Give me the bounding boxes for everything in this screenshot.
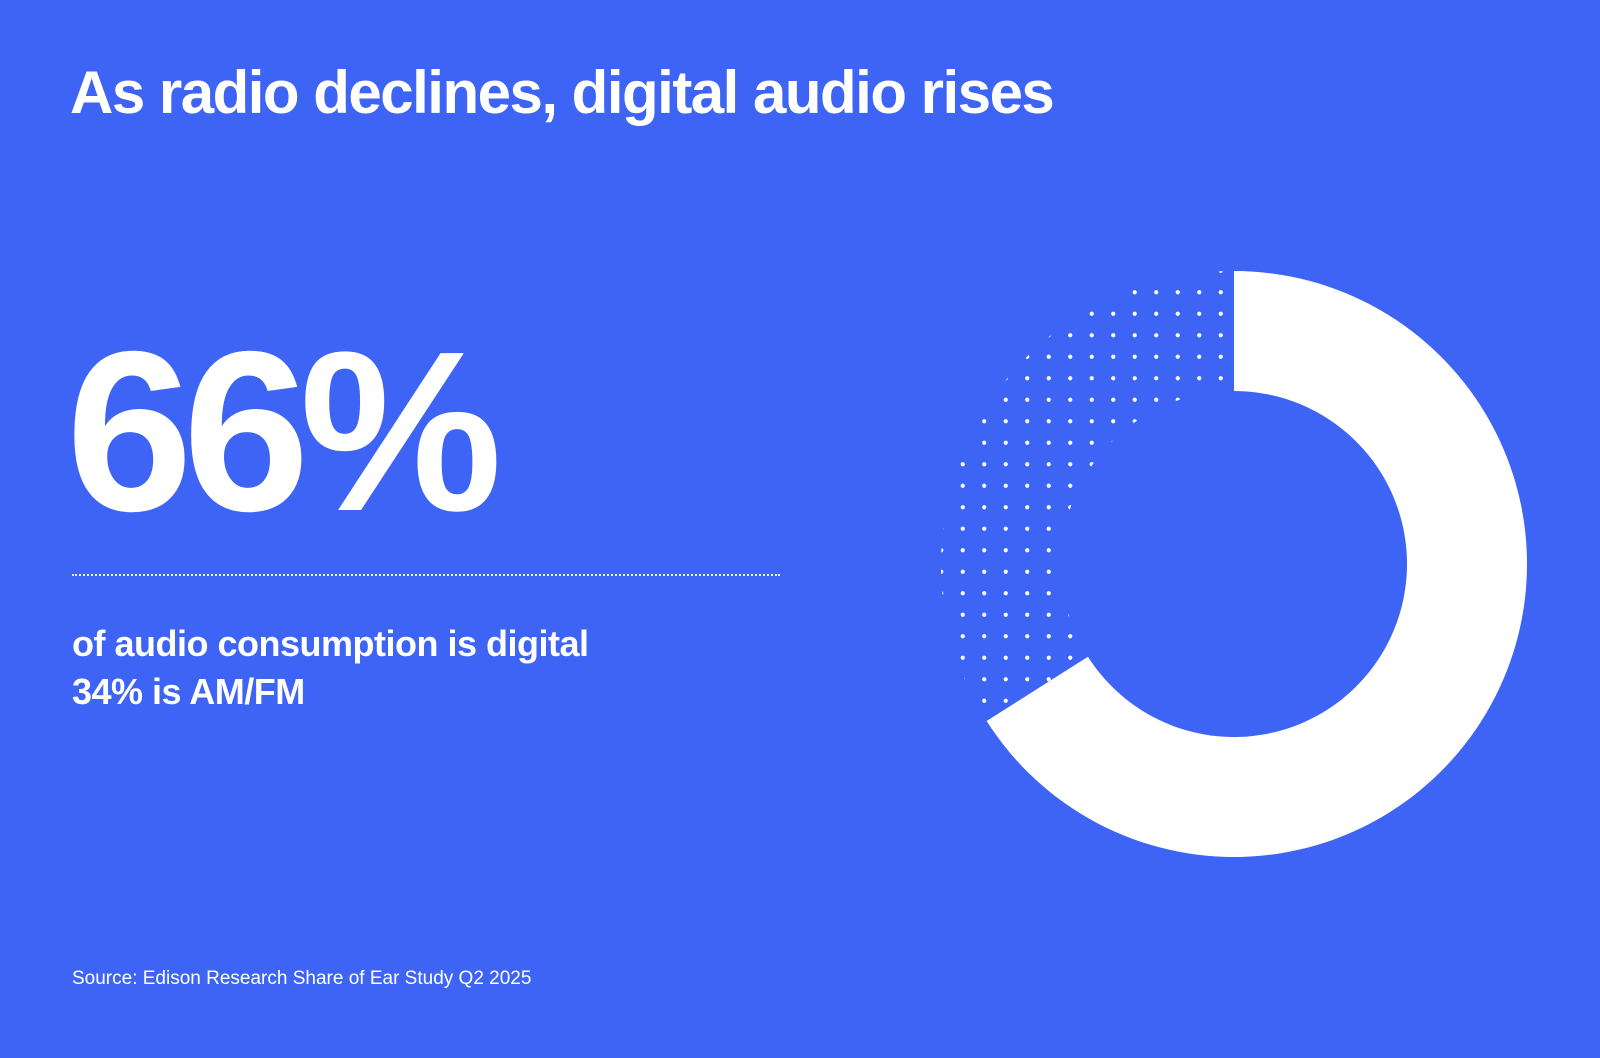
source-note: Source: Edison Research Share of Ear Stu… [72,968,532,989]
donut-slice-am-fm [941,271,1234,721]
stat-description-line-digital: of audio consumption is digital [72,623,589,664]
page-title: As radio declines, digital audio rises [70,59,1055,126]
stat-description-line-amfm: 34% is AM/FM [72,671,305,712]
stat-description: of audio consumption is digital 34% is A… [72,620,589,716]
donut-slice-digital [986,271,1527,857]
headline-stat: 66% [66,305,502,559]
dotted-divider [72,574,780,576]
